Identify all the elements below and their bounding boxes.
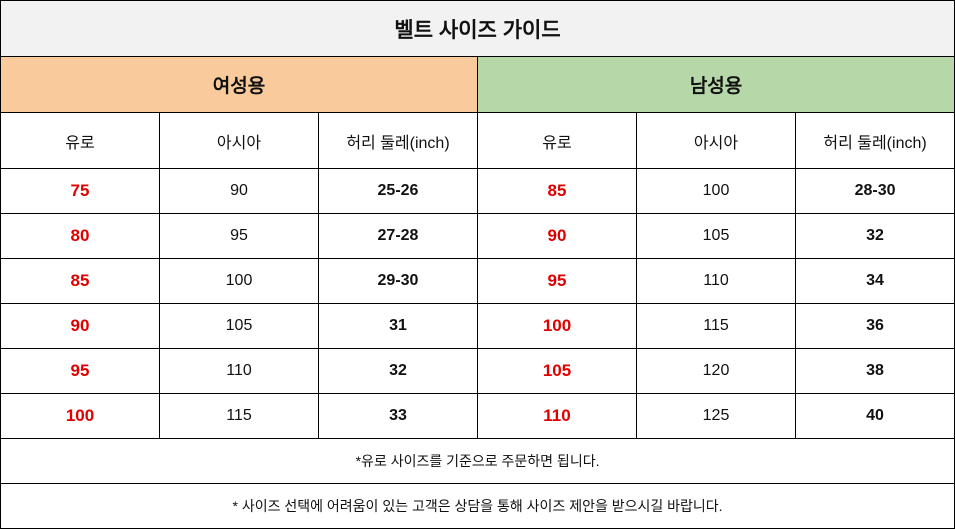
table-cell: 110 — [636, 258, 796, 304]
table-cell: 31 — [318, 303, 478, 349]
table-cell: 40 — [794, 393, 955, 439]
table-cell: 27-28 — [318, 213, 478, 259]
table-cell: 100 — [0, 393, 160, 439]
column-header: 유로 — [477, 112, 637, 169]
table-cell: 100 — [477, 303, 637, 349]
table-cell: 85 — [0, 258, 160, 304]
table-cell: 32 — [318, 348, 478, 394]
column-header: 허리 둘레(inch) — [794, 112, 955, 169]
table-cell: 110 — [159, 348, 319, 394]
group-header: 여성용 — [0, 56, 478, 113]
table-cell: 95 — [159, 213, 319, 259]
table-cell: 90 — [159, 168, 319, 214]
column-header: 아시아 — [159, 112, 319, 169]
table-cell: 95 — [0, 348, 160, 394]
table-cell: 120 — [636, 348, 796, 394]
table-cell: 25-26 — [318, 168, 478, 214]
table-cell: 90 — [477, 213, 637, 259]
table-cell: 110 — [477, 393, 637, 439]
table-cell: 115 — [159, 393, 319, 439]
table-cell: 105 — [636, 213, 796, 259]
table-cell: 75 — [0, 168, 160, 214]
table-cell: 34 — [794, 258, 955, 304]
table-cell: 95 — [477, 258, 637, 304]
table-cell: 33 — [318, 393, 478, 439]
table-cell: 105 — [477, 348, 637, 394]
table-cell: 100 — [159, 258, 319, 304]
table-cell: 28-30 — [794, 168, 955, 214]
table-cell: 80 — [0, 213, 160, 259]
table-cell: 29-30 — [318, 258, 478, 304]
note: * 사이즈 선택에 어려움이 있는 고객은 상담을 통해 사이즈 제안을 받으시… — [0, 483, 955, 529]
table-cell: 36 — [794, 303, 955, 349]
table-cell: 32 — [794, 213, 955, 259]
column-header: 허리 둘레(inch) — [318, 112, 478, 169]
table-cell: 100 — [636, 168, 796, 214]
note: *유로 사이즈를 기준으로 주문하면 됩니다. — [0, 438, 955, 484]
table-cell: 125 — [636, 393, 796, 439]
table-cell: 105 — [159, 303, 319, 349]
column-header: 유로 — [0, 112, 160, 169]
table-cell: 85 — [477, 168, 637, 214]
group-header: 남성용 — [476, 56, 955, 113]
table-cell: 38 — [794, 348, 955, 394]
column-header: 아시아 — [636, 112, 796, 169]
table-cell: 115 — [636, 303, 796, 349]
table-cell: 90 — [0, 303, 160, 349]
table-title: 벨트 사이즈 가이드 — [0, 0, 955, 57]
